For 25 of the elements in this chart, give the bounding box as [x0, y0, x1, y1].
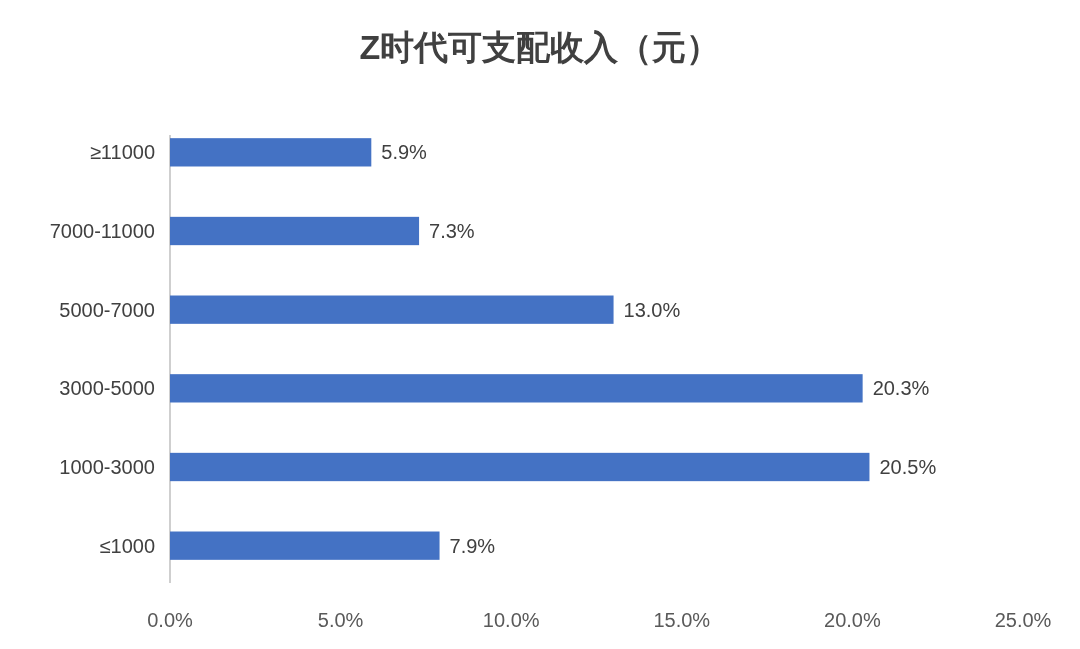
- bar: [170, 216, 420, 246]
- y-tick-label: 1000-3000: [59, 456, 155, 478]
- data-label: 7.3%: [429, 220, 475, 242]
- x-tick-label: 15.0%: [653, 609, 711, 631]
- y-tick-label: ≤1000: [99, 534, 155, 557]
- bar: [170, 452, 870, 482]
- bar: [170, 531, 440, 560]
- bar: [170, 138, 372, 167]
- x-tick-label: 25.0%: [994, 609, 1052, 631]
- bar: [170, 295, 614, 324]
- chart-title: Z时代可支配收入（元）: [359, 27, 721, 66]
- y-tick-label: 7000-11000: [49, 220, 155, 242]
- y-tick-label: ≥11000: [89, 141, 155, 164]
- x-tick-label: 5.0%: [317, 609, 364, 631]
- data-label: 20.5%: [879, 456, 937, 478]
- data-label: 13.0%: [623, 298, 681, 321]
- data-label: 20.3%: [872, 377, 930, 400]
- bar: [170, 374, 863, 403]
- x-tick-label: 10.0%: [482, 609, 540, 631]
- y-tick-label: 3000-5000: [59, 377, 155, 400]
- data-label: 7.9%: [449, 534, 496, 557]
- x-tick-label: 20.0%: [824, 609, 881, 631]
- data-label: 5.9%: [381, 141, 428, 164]
- x-tick-label: 0.0%: [147, 609, 194, 631]
- y-tick-label: 5000-7000: [59, 298, 155, 321]
